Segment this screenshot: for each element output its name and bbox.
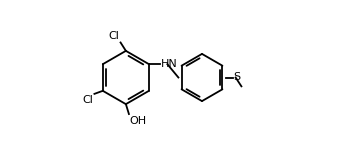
Text: Cl: Cl xyxy=(82,95,93,105)
Text: S: S xyxy=(233,73,241,82)
Text: OH: OH xyxy=(129,116,147,126)
Text: HN: HN xyxy=(161,59,178,69)
Text: Cl: Cl xyxy=(109,31,119,41)
